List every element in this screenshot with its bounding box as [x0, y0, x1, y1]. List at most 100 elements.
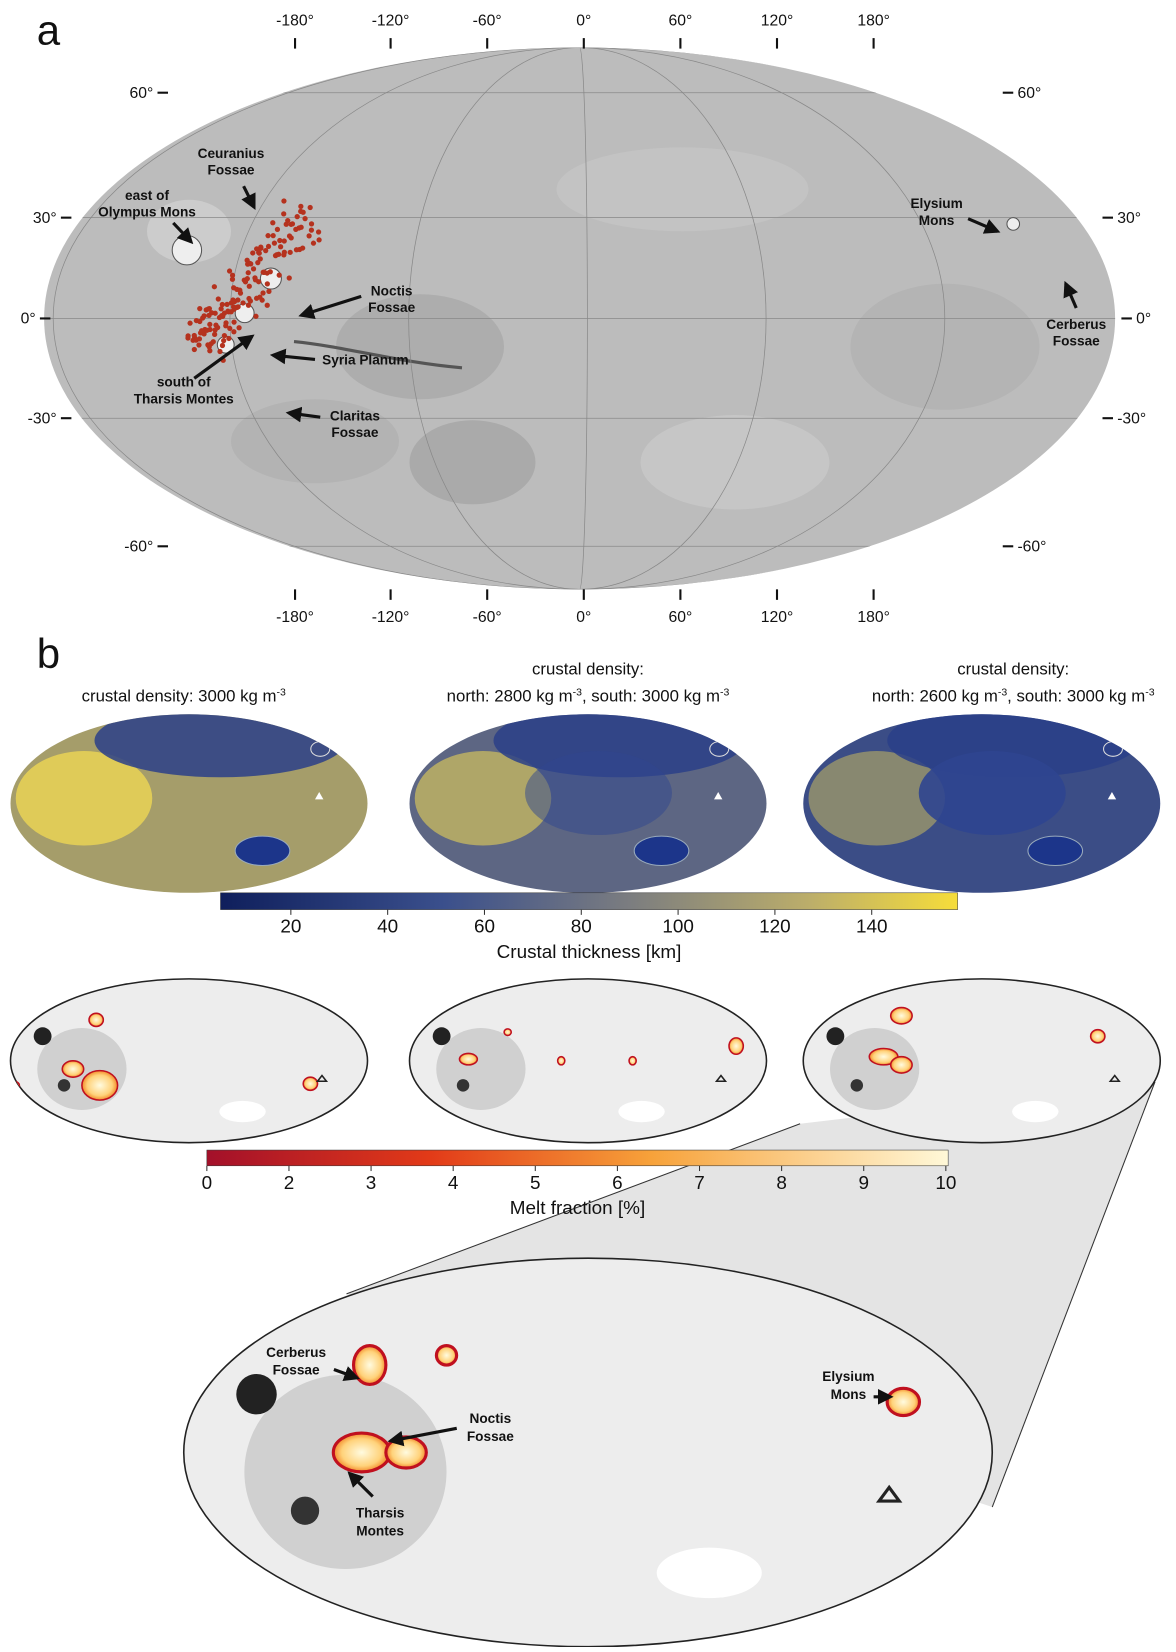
feature-dot	[212, 332, 217, 337]
annotation-line: Mons	[919, 213, 955, 228]
lat-label: -60°	[1017, 539, 1046, 556]
thin-crust	[95, 704, 347, 778]
feature-dot	[257, 250, 262, 255]
annotation: NoctisFossae	[368, 283, 415, 315]
feature-dot	[227, 326, 232, 331]
page: a-180°-180°-120°-120°-60°-60°0°0°60°60°1…	[0, 0, 1176, 1647]
feature-dot	[206, 313, 211, 318]
annotation-line: Mons	[831, 1387, 867, 1402]
feature-dot	[246, 296, 251, 301]
feature-dot	[253, 277, 258, 282]
colorbar-tick: 140	[856, 917, 888, 938]
annotation-line: Cerberus	[266, 1345, 326, 1360]
feature-dot	[246, 270, 251, 275]
melt-region	[1091, 1030, 1105, 1043]
feature-dot	[196, 342, 201, 347]
feature-dot	[254, 296, 259, 301]
feature-dot	[190, 338, 195, 343]
colorbar-tick: 20	[280, 917, 301, 938]
map-title: north: 2600 kg m-3, south: 3000 kg m-3	[872, 687, 1155, 706]
lat-label: 30°	[33, 210, 57, 227]
hellas	[219, 1101, 265, 1122]
title-text: , south: 3000 kg m	[1007, 687, 1145, 706]
map-title: crustal density:	[957, 659, 1069, 678]
feature-dot	[308, 205, 313, 210]
feature-dot	[290, 221, 295, 226]
lon-label: 60°	[669, 13, 693, 30]
feature-dot	[227, 268, 232, 273]
feature-dot	[287, 275, 292, 280]
feature-dot	[266, 244, 271, 249]
feature-dot	[240, 300, 245, 305]
melt-region	[891, 1008, 912, 1024]
melt-region	[89, 1013, 103, 1026]
volcano-shadow	[236, 1374, 276, 1414]
melt-region	[729, 1038, 743, 1054]
title-text: crustal density:	[532, 659, 644, 678]
feature-dot	[278, 244, 283, 249]
feature-dot	[265, 281, 270, 286]
lat-label: -30°	[1117, 410, 1146, 427]
lat-label: 60°	[130, 85, 154, 102]
feature-dot	[272, 241, 277, 246]
superscript: -3	[277, 687, 286, 699]
colorbar-tick: 40	[377, 917, 398, 938]
feature-dot	[230, 297, 235, 302]
annotation-line: Fossae	[331, 425, 378, 440]
melt-region	[82, 1071, 118, 1100]
feature-dot	[220, 343, 225, 348]
volcano-shadow	[58, 1079, 70, 1091]
figure: a-180°-180°-120°-120°-60°-60°0°0°60°60°1…	[0, 0, 1176, 1647]
feature-dot	[296, 225, 301, 230]
colorbar-tick: 2	[284, 1173, 295, 1194]
feature-dot	[258, 256, 263, 261]
superscript: -3	[998, 687, 1007, 699]
panel-label: b	[37, 630, 60, 677]
lon-label: -120°	[372, 609, 410, 626]
hellas	[1012, 1101, 1058, 1122]
feature-dot	[197, 306, 202, 311]
feature-dot	[207, 344, 212, 349]
annotation-line: Fossae	[1053, 334, 1100, 349]
lon-label: -180°	[276, 609, 314, 626]
feature-dot	[316, 229, 321, 234]
feature-dot	[265, 303, 270, 308]
feature-dot	[204, 328, 209, 333]
terrain	[557, 147, 809, 231]
colorbar-tick: 7	[694, 1173, 705, 1194]
lat-label: 30°	[1117, 210, 1141, 227]
feature-dot	[230, 277, 235, 282]
feature-dot	[222, 333, 227, 338]
colorbar	[221, 893, 958, 910]
terrain	[641, 415, 830, 510]
feature-dot	[234, 287, 239, 292]
feature-dot	[300, 245, 305, 250]
annotation-line: Ceuranius	[198, 146, 265, 161]
feature-dot	[192, 347, 197, 352]
lon-label: 60°	[669, 609, 693, 626]
annotation-line: Fossae	[467, 1429, 514, 1444]
feature-dot	[250, 250, 255, 255]
feature-dot	[197, 319, 202, 324]
feature-dot	[219, 306, 224, 311]
feature-dot	[217, 349, 222, 354]
lon-label: 120°	[761, 609, 794, 626]
terrain	[336, 294, 504, 399]
melt-region	[629, 1057, 636, 1065]
colorbar-tick: 6	[612, 1173, 623, 1194]
annotation-line: south of	[157, 375, 211, 390]
volcano-shadow	[34, 1027, 52, 1045]
lon-label: -120°	[372, 13, 410, 30]
colorbar-label: Melt fraction [%]	[510, 1198, 645, 1219]
annotation-line: Elysium	[910, 196, 962, 211]
feature-dot	[235, 297, 240, 302]
volcano-shadow	[826, 1027, 844, 1045]
colorbar-tick: 60	[474, 917, 495, 938]
annotation-line: Fossae	[207, 163, 254, 178]
feature-dot	[247, 284, 252, 289]
annotation-line: Tharsis	[356, 1506, 405, 1521]
lat-label: 0°	[1136, 311, 1151, 328]
annotation-line: Syria Planum	[322, 353, 408, 368]
colorbar-tick: 80	[571, 917, 592, 938]
